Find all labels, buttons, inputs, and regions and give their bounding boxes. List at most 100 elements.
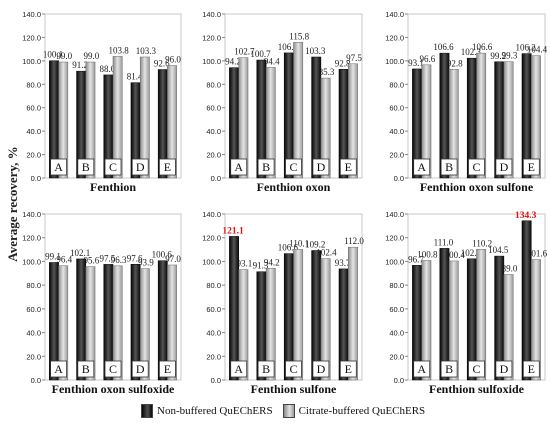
panel4-data-label-citrate-buffered-a: 96.4 bbox=[56, 255, 72, 265]
panel5-category-box-d bbox=[312, 360, 330, 378]
panel6-data-label-non-buffered-a: 96.7 bbox=[408, 254, 424, 264]
panel6-y-tick-label: 140.0 bbox=[385, 210, 404, 219]
panel5-data-label-non-buffered-a: 121.1 bbox=[222, 226, 244, 236]
panel3-data-label-citrate-buffered-d: 99.3 bbox=[502, 51, 518, 61]
panel3-category-box-c bbox=[468, 158, 485, 176]
panel3-category-label-a: A bbox=[417, 160, 426, 174]
panel3-data-label-citrate-buffered-c: 106.6 bbox=[472, 42, 493, 52]
panel1-y-tick-label: 120.0 bbox=[22, 33, 41, 42]
panel5-y-tick-label: 80.0 bbox=[206, 281, 221, 290]
panel3-data-label-non-buffered-b: 106.6 bbox=[433, 42, 454, 52]
panel5-data-label-non-buffered-e: 93.7 bbox=[335, 258, 351, 268]
panel2-data-label-citrate-buffered-a: 102.7 bbox=[234, 47, 255, 57]
panel6-y-tick-label: 60.0 bbox=[389, 305, 404, 314]
panel6-category-box-d bbox=[495, 360, 513, 378]
panel6-bar-citrate-buffered-d bbox=[503, 274, 514, 381]
panel4-category-box-c bbox=[104, 360, 122, 378]
panel3-data-label-non-buffered-e: 106.2 bbox=[516, 43, 536, 53]
panel6-category-box-c bbox=[468, 360, 485, 378]
panel4-bar-citrate-buffered-e bbox=[167, 264, 177, 381]
panel2-category-label-e: E bbox=[345, 160, 352, 174]
panel5-title: Fenthion sulfone bbox=[251, 382, 337, 396]
panel6-data-label-citrate-buffered-c: 110.2 bbox=[472, 238, 492, 248]
panel6-y-tick-label: 40.0 bbox=[389, 329, 404, 338]
panel6-data-label-non-buffered-d: 104.5 bbox=[488, 245, 509, 255]
panel1-data-label-non-buffered-d: 81.4 bbox=[127, 72, 143, 82]
panel4-category-label-e: E bbox=[164, 362, 171, 376]
panel2-y-tick-label: 120.0 bbox=[202, 33, 221, 42]
panel2-category-label-c: C bbox=[289, 160, 297, 174]
panel6-data-label-non-buffered-c: 102.2 bbox=[461, 248, 481, 258]
panel2-data-label-citrate-buffered-d: 85.3 bbox=[319, 67, 335, 77]
panel2-y-tick-label: 0.0 bbox=[211, 174, 221, 183]
panel2-category-box-d bbox=[312, 158, 330, 176]
panel2-category-label-b: B bbox=[262, 160, 270, 174]
panel3-category-label-d: D bbox=[500, 160, 509, 174]
panel3-data-label-non-buffered-a: 93.1 bbox=[408, 58, 424, 68]
panel3-data-label-citrate-buffered-b: 92.8 bbox=[447, 58, 463, 68]
panel6-category-label-d: D bbox=[500, 362, 509, 376]
panel5-data-label-citrate-buffered-d: 102.4 bbox=[316, 248, 337, 258]
legend-swatch-non-buffered bbox=[141, 404, 153, 418]
panel3-bar-citrate-buffered-e bbox=[531, 55, 541, 179]
panel6-y-tick-label: 80.0 bbox=[389, 281, 404, 290]
panel4-bar-citrate-buffered-c bbox=[112, 265, 123, 381]
panel6-y-tick-label: 100.0 bbox=[385, 257, 404, 266]
panel4-category-box-b bbox=[77, 360, 95, 378]
panel2-category-box-e bbox=[339, 158, 357, 176]
panel4-y-tick-label: 140.0 bbox=[22, 210, 41, 219]
panel6-data-label-citrate-buffered-b: 100.4 bbox=[445, 250, 466, 260]
panel4-bar-citrate-buffered-b bbox=[85, 266, 96, 381]
panel3-bar-citrate-buffered-d bbox=[503, 61, 514, 179]
panel4-data-label-citrate-buffered-b: 95.6 bbox=[84, 256, 100, 266]
panel1-category-box-a bbox=[50, 158, 67, 176]
panel4-category-label-b: B bbox=[82, 362, 90, 376]
panel1-category-label-d: D bbox=[136, 160, 145, 174]
panel1-category-box-e bbox=[158, 158, 176, 176]
panel4-data-label-non-buffered-d: 97.6 bbox=[127, 253, 143, 263]
panel3-y-tick-label: 120.0 bbox=[385, 33, 404, 42]
panel5-data-label-non-buffered-b: 91.3 bbox=[253, 261, 269, 271]
panel4-data-label-citrate-buffered-c: 96.3 bbox=[111, 255, 127, 265]
panel3-data-label-citrate-buffered-e: 104.4 bbox=[527, 45, 548, 55]
panel6-bar-non-buffered-e bbox=[521, 220, 532, 381]
panel3-y-tick-label: 20.0 bbox=[389, 151, 404, 160]
panel1-bar-citrate-buffered-b bbox=[85, 61, 96, 179]
panel6-category-box-e bbox=[522, 360, 540, 378]
panel2-category-label-a: A bbox=[234, 160, 243, 174]
panel2-data-label-citrate-buffered-b: 94.4 bbox=[264, 56, 280, 66]
panel5-category-label-e: E bbox=[345, 362, 352, 376]
panel6-y-tick-label: 120.0 bbox=[385, 234, 404, 243]
panel3-category-box-a bbox=[413, 158, 431, 176]
panel5-bar-citrate-buffered-a bbox=[238, 269, 249, 381]
panel5-y-tick-label: 40.0 bbox=[206, 329, 221, 338]
panel1-bar-citrate-buffered-d bbox=[139, 56, 150, 179]
panel2-data-label-citrate-buffered-e: 97.5 bbox=[346, 53, 362, 63]
panel1-y-tick-label: 40.0 bbox=[26, 127, 41, 136]
panel4-data-label-citrate-buffered-d: 93.9 bbox=[138, 258, 154, 268]
panel4-data-label-non-buffered-b: 102.1 bbox=[70, 248, 90, 258]
panel6-category-label-c: C bbox=[472, 362, 480, 376]
panel6-data-label-non-buffered-e: 134.3 bbox=[515, 211, 537, 221]
panel4-bar-citrate-buffered-d bbox=[139, 268, 150, 381]
panel6-data-label-citrate-buffered-e: 101.6 bbox=[527, 249, 548, 259]
panel2-bar-citrate-buffered-b bbox=[265, 67, 276, 179]
panel2-data-label-non-buffered-c: 106.8 bbox=[278, 42, 299, 52]
panel3-bar-citrate-buffered-c bbox=[476, 52, 487, 179]
panel6-category-box-a bbox=[413, 360, 431, 378]
panel3-y-tick-label: 140.0 bbox=[385, 10, 404, 19]
legend-swatch-citrate-buffered bbox=[282, 404, 295, 418]
panel1-y-tick-label: 0.0 bbox=[31, 174, 41, 183]
panel4-y-tick-label: 20.0 bbox=[26, 352, 41, 361]
panel3-title: Fenthion oxon sulfone bbox=[420, 180, 534, 194]
panel6-data-label-citrate-buffered-d: 89.0 bbox=[502, 263, 518, 273]
panel4-data-label-citrate-buffered-e: 97.0 bbox=[165, 254, 181, 264]
panel5-y-tick-label: 0.0 bbox=[211, 376, 221, 385]
panel2-data-label-non-buffered-b: 100.7 bbox=[250, 49, 271, 59]
panel2-y-tick-label: 100.0 bbox=[202, 57, 221, 66]
panel1-y-tick-label: 60.0 bbox=[26, 104, 41, 113]
panel5-y-tick-label: 100.0 bbox=[202, 257, 221, 266]
panel4-category-box-a bbox=[50, 360, 67, 378]
panel4-data-label-non-buffered-e: 100.6 bbox=[152, 250, 173, 260]
